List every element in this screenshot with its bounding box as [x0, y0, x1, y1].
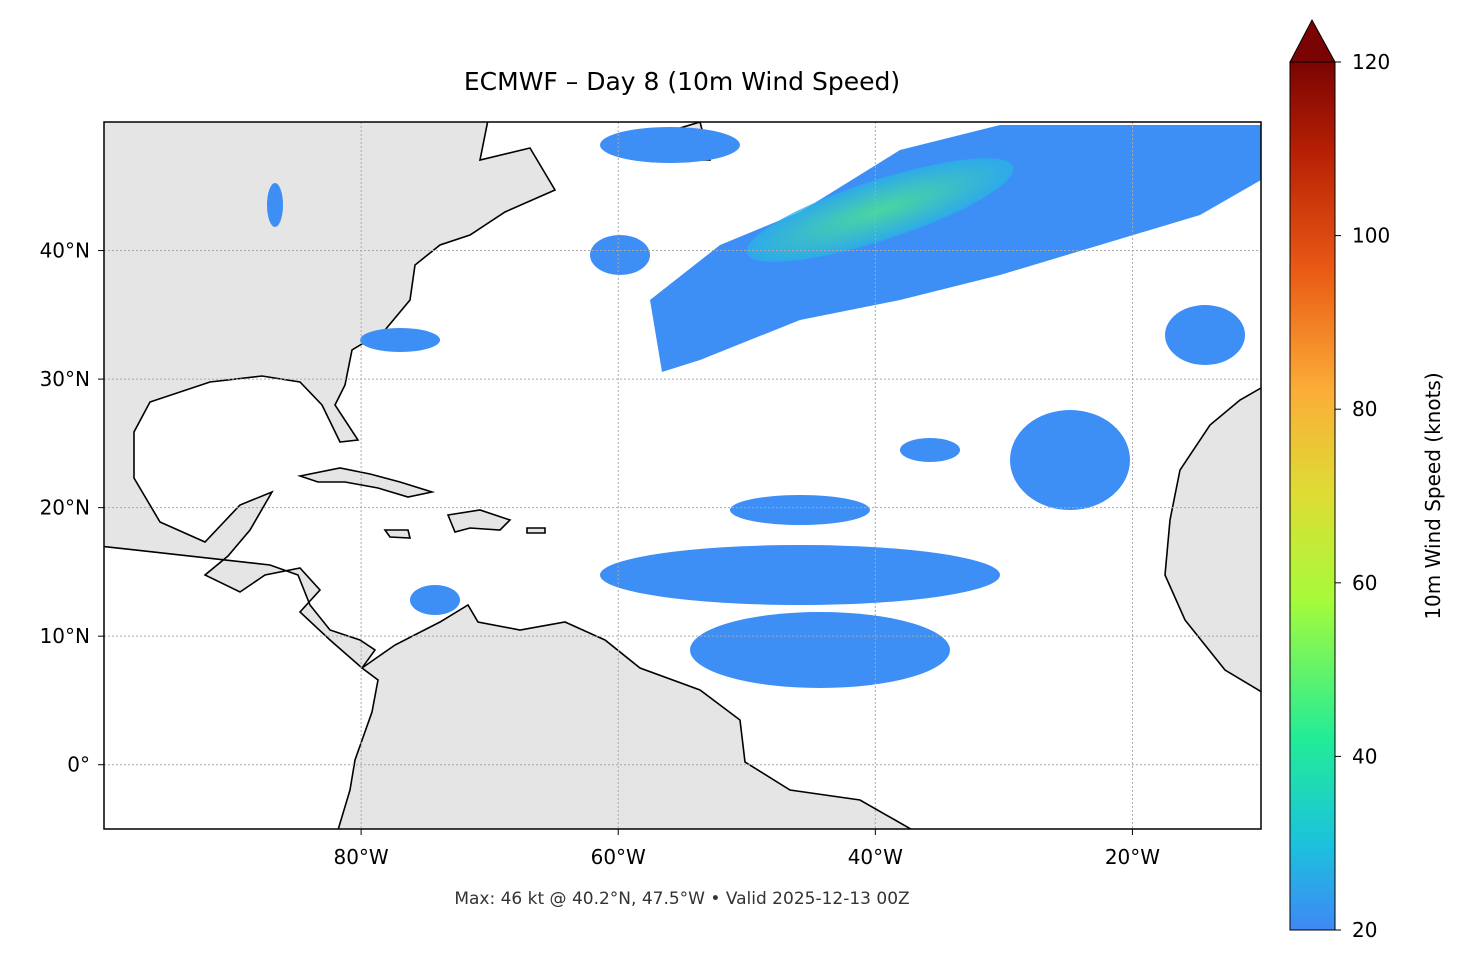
- colorbar-extend: [1289, 18, 1336, 63]
- colorbar-tick-label: 60: [1352, 571, 1377, 595]
- wind-region: [267, 183, 283, 227]
- map-title: ECMWF – Day 8 (10m Wind Speed): [464, 67, 900, 96]
- y-tick-label: 20°N: [40, 496, 90, 520]
- wind-region: [590, 235, 650, 275]
- wind-region: [360, 328, 440, 352]
- y-tick-label: 30°N: [40, 367, 90, 391]
- footer-note: Max: 46 kt @ 40.2°N, 47.5°W • Valid 2025…: [454, 889, 909, 909]
- colorbar-tick-label: 100: [1352, 224, 1390, 248]
- north-america: [104, 122, 557, 670]
- jamaica: [383, 529, 412, 539]
- wind-region: [600, 127, 740, 163]
- wind-region: [600, 545, 1000, 605]
- y-tick-label: 40°N: [40, 239, 90, 263]
- x-tick-label: 60°W: [591, 845, 646, 869]
- wind-region: [730, 495, 870, 525]
- south-america: [337, 603, 913, 829]
- colorbar-tick-label: 120: [1352, 50, 1390, 74]
- puerto-rico: [526, 527, 546, 534]
- map-area: [104, 122, 1261, 829]
- wind-region: [900, 438, 960, 462]
- colorbar-tick-label: 80: [1352, 397, 1377, 421]
- x-tick-label: 80°W: [333, 845, 388, 869]
- y-tick-label: 0°: [67, 753, 90, 777]
- wind-region: [1010, 410, 1130, 510]
- cuba: [296, 467, 436, 498]
- wind-core: [746, 158, 1014, 262]
- colorbar: [1289, 61, 1336, 931]
- x-tick-label: 20°W: [1105, 845, 1160, 869]
- graticule: [104, 122, 1261, 829]
- wind-region: [410, 585, 460, 615]
- wind-region: [690, 612, 950, 688]
- colorbar-tick-label: 20: [1352, 918, 1377, 942]
- africa: [1164, 387, 1261, 693]
- colorbar-tick-label: 40: [1352, 744, 1377, 768]
- x-tick-label: 40°W: [848, 845, 903, 869]
- wind-region: [650, 125, 1261, 372]
- wind-region: [1165, 305, 1245, 365]
- hispaniola: [446, 509, 512, 533]
- map-frame: [103, 121, 1262, 830]
- y-tick-label: 10°N: [40, 624, 90, 648]
- colorbar-label: 10m Wind Speed (knots): [1421, 372, 1445, 619]
